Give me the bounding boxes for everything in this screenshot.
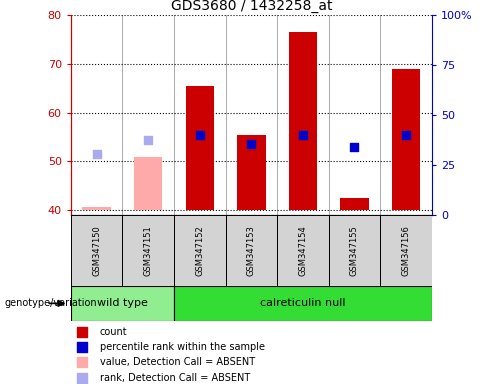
Bar [82, 207, 111, 210]
Text: GSM347151: GSM347151 [143, 225, 153, 276]
Text: GSM347152: GSM347152 [195, 225, 204, 276]
Point [78, 344, 85, 350]
Point [78, 359, 85, 366]
Text: GSM347156: GSM347156 [402, 225, 410, 276]
Title: GDS3680 / 1432258_at: GDS3680 / 1432258_at [171, 0, 332, 13]
FancyBboxPatch shape [277, 215, 329, 286]
Bar [392, 69, 420, 210]
FancyBboxPatch shape [122, 215, 174, 286]
FancyBboxPatch shape [329, 215, 380, 286]
Text: genotype/variation: genotype/variation [5, 298, 98, 308]
Text: calreticulin null: calreticulin null [260, 298, 346, 308]
Point [196, 132, 203, 138]
Text: count: count [100, 327, 127, 337]
Bar [289, 32, 317, 210]
Bar [237, 135, 265, 210]
Text: value, Detection Call = ABSENT: value, Detection Call = ABSENT [100, 358, 255, 367]
Point [78, 375, 85, 381]
FancyBboxPatch shape [71, 286, 174, 321]
Text: rank, Detection Call = ABSENT: rank, Detection Call = ABSENT [100, 372, 250, 383]
Point [93, 151, 101, 157]
Text: GSM347154: GSM347154 [298, 225, 307, 276]
FancyBboxPatch shape [71, 215, 122, 286]
Point [299, 132, 307, 138]
FancyBboxPatch shape [174, 286, 432, 321]
Bar [340, 198, 369, 210]
Bar [185, 86, 214, 210]
FancyBboxPatch shape [225, 215, 277, 286]
Text: GSM347155: GSM347155 [350, 225, 359, 276]
Text: GSM347150: GSM347150 [92, 225, 101, 276]
Text: wild type: wild type [97, 298, 148, 308]
Text: GSM347153: GSM347153 [247, 225, 256, 276]
FancyBboxPatch shape [174, 215, 225, 286]
Point [350, 144, 358, 150]
Point [78, 329, 85, 335]
Point [144, 136, 152, 142]
Point [402, 132, 410, 138]
FancyBboxPatch shape [380, 215, 432, 286]
Point [247, 141, 255, 147]
Text: percentile rank within the sample: percentile rank within the sample [100, 342, 264, 352]
Bar [134, 157, 163, 210]
